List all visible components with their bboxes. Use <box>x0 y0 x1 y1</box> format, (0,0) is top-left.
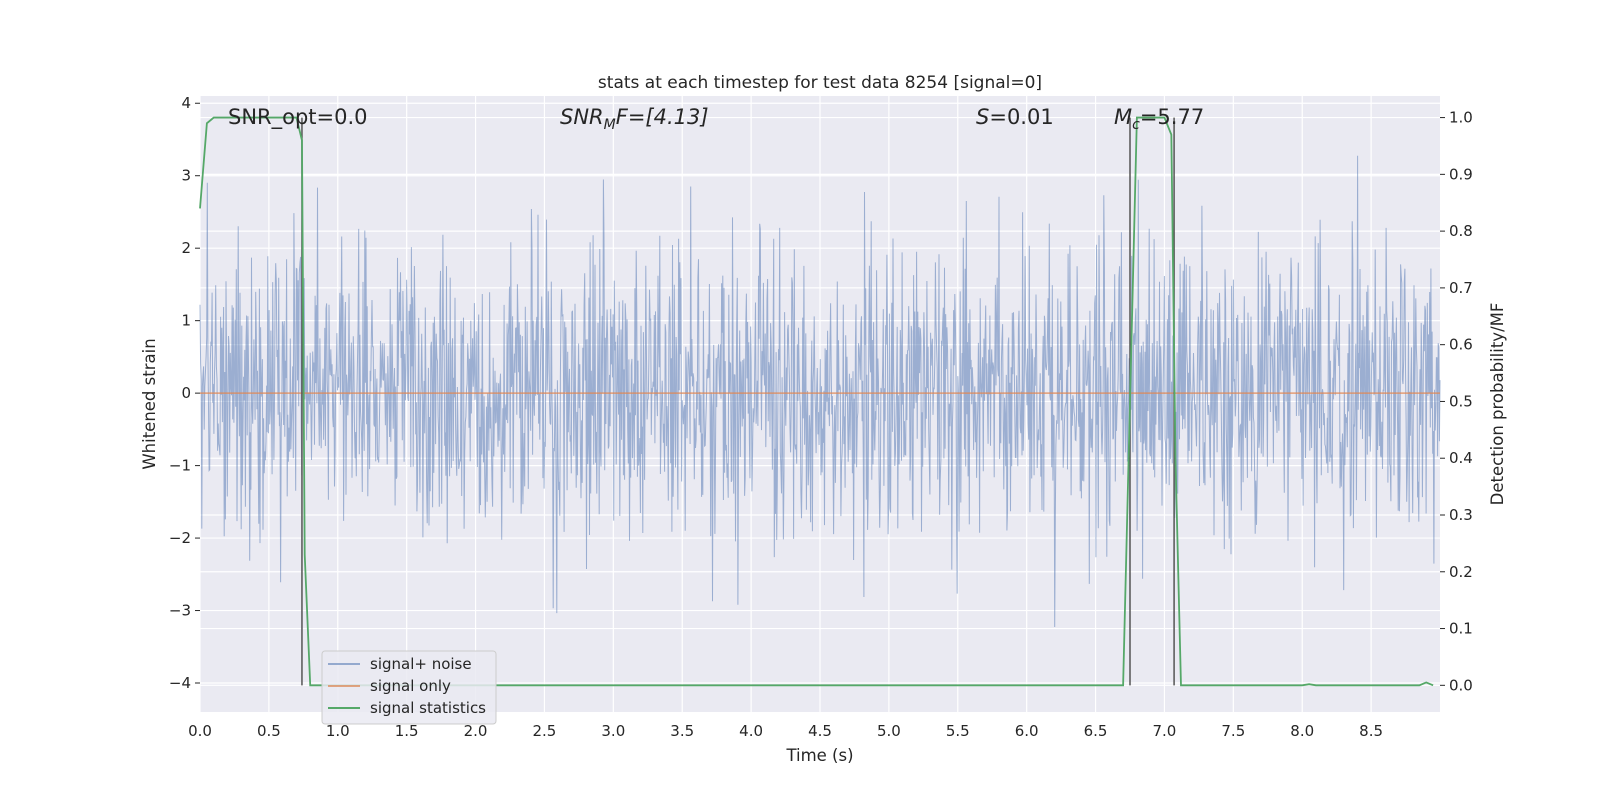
x-tick-label: 7.0 <box>1153 722 1177 740</box>
x-tick-label: 5.5 <box>946 722 970 740</box>
legend-label-signal-only: signal only <box>370 677 451 695</box>
legend-label-signal-noise: signal+ noise <box>370 655 472 673</box>
annotation-snr-mf: SNRMF=[4.13] <box>560 105 709 133</box>
annotation-snr-opt: SNR_opt=0.0 <box>228 105 368 130</box>
y-tick-label: −1 <box>169 457 191 475</box>
y2-tick-label: 0.4 <box>1449 449 1473 467</box>
y-tick-label: −3 <box>169 602 191 620</box>
y2-tick-label: 0.7 <box>1449 279 1473 297</box>
legend-label-signal-statistics: signal statistics <box>370 699 486 717</box>
x-tick-label: 0.0 <box>188 722 212 740</box>
y-tick-label: 3 <box>181 167 191 185</box>
series-signal-noise <box>199 155 1441 628</box>
x-tick-label: 5.0 <box>877 722 901 740</box>
x-tick-label: 3.5 <box>670 722 694 740</box>
y-axis-label: Whitened strain <box>140 338 159 469</box>
legend-frame <box>321 650 497 725</box>
y-tick-label: 2 <box>181 239 191 257</box>
x-axis-label: Time (s) <box>785 746 853 765</box>
x-tick-label: 2.0 <box>464 722 488 740</box>
y2-tick-label: 0.1 <box>1449 620 1473 638</box>
chart-title: stats at each timestep for test data 825… <box>598 73 1042 93</box>
y-tick-label: 4 <box>181 94 191 112</box>
y2-tick-label: 0.9 <box>1449 165 1473 183</box>
x-tick-label: 6.0 <box>1015 722 1039 740</box>
annotation-s: S=0.01 <box>976 105 1054 129</box>
x-tick-label: 8.0 <box>1290 722 1314 740</box>
y2-tick-label: 0.5 <box>1449 392 1473 410</box>
x-tick-label: 1.5 <box>395 722 419 740</box>
x-tick-label: 0.5 <box>257 722 281 740</box>
x-tick-label: 4.5 <box>808 722 832 740</box>
y-tick-label: 1 <box>181 312 191 330</box>
y2-tick-label: 0.6 <box>1449 336 1473 354</box>
noise-line <box>199 155 1441 628</box>
y-tick-label: 0 <box>181 384 191 402</box>
y2-tick-label: 0.8 <box>1449 222 1473 240</box>
x-tick-label: 6.5 <box>1084 722 1108 740</box>
y2-tick-label: 0.3 <box>1449 506 1473 524</box>
y2-tick-label: 1.0 <box>1449 109 1473 127</box>
x-tick-label: 8.5 <box>1359 722 1383 740</box>
y-tick-label: −2 <box>169 529 191 547</box>
y2-tick-label: 0.2 <box>1449 563 1473 581</box>
y-tick-label: −4 <box>169 674 191 692</box>
annotation-mc: Mc=5.77 <box>1114 105 1204 133</box>
x-tick-label: 2.5 <box>533 722 557 740</box>
x-tick-label: 7.5 <box>1221 722 1245 740</box>
series-signal-statistics <box>199 116 1434 687</box>
legend: signal+ noise signal only signal statist… <box>321 650 497 725</box>
x-tick-label: 3.0 <box>601 722 625 740</box>
x-tick-label: 1.0 <box>326 722 350 740</box>
y2-axis-label: Detection probability/MF <box>1488 303 1507 506</box>
y2-tick-label: 0.0 <box>1449 676 1473 694</box>
statistics-line <box>199 116 1434 687</box>
x-tick-label: 4.0 <box>739 722 763 740</box>
tick-labels: 0.0 0.5 1.0 1.5 2.0 2.5 3.0 3.5 4.0 4.5 5.0 5.5 6.0 6… <box>169 94 1473 740</box>
